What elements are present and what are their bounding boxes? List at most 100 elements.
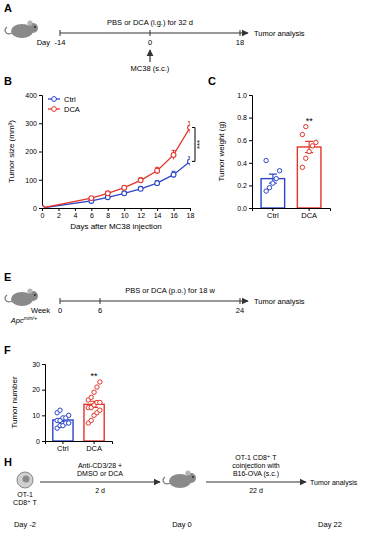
mouse-eye bbox=[34, 26, 36, 28]
y-tick: 0.6 bbox=[237, 137, 252, 144]
timeline-tick bbox=[150, 30, 151, 36]
y-tick-label: 0.6 bbox=[237, 137, 247, 144]
x-tick: 10 bbox=[121, 208, 129, 219]
mouse-tail bbox=[5, 295, 12, 302]
bar bbox=[84, 404, 104, 441]
mouse-tail bbox=[5, 27, 12, 34]
x-tick-label: 0 bbox=[41, 212, 45, 219]
point bbox=[67, 413, 71, 417]
y-tick: 0 bbox=[36, 438, 45, 445]
day-label: Day 22 bbox=[318, 520, 342, 529]
y-tick-label: 0.2 bbox=[237, 182, 247, 189]
x-tick: 14 bbox=[154, 208, 162, 219]
x-tick: 12 bbox=[137, 208, 145, 219]
x-axis-title: Days after MC38 injection bbox=[70, 222, 162, 231]
mouse-ear bbox=[27, 20, 32, 25]
y-tick-mark bbox=[42, 390, 45, 391]
y-axis: 0 10 20 30 bbox=[32, 361, 45, 445]
endpoint-label: Tumor analysis bbox=[310, 479, 358, 487]
point bbox=[98, 400, 102, 404]
x-tick: 0 bbox=[41, 208, 45, 219]
point bbox=[188, 125, 190, 130]
cell-icon bbox=[17, 472, 33, 488]
x-tick-mark bbox=[124, 208, 125, 211]
treatment-label: PBS or DCA (i.g.) for 32 d bbox=[107, 18, 193, 27]
significance-label: ** bbox=[91, 371, 99, 381]
x-tick: 2 bbox=[57, 208, 61, 219]
panel-label: A bbox=[4, 2, 12, 14]
duration-label: 22 d bbox=[249, 487, 263, 494]
y-axis-line bbox=[39, 96, 43, 209]
x-tick: Ctrl bbox=[267, 208, 279, 220]
legend-label: DCA bbox=[64, 105, 80, 114]
x-tick-mark bbox=[190, 208, 191, 211]
x-tick: DCA bbox=[86, 441, 102, 453]
y-tick-mark bbox=[249, 140, 252, 141]
timeline-tick bbox=[60, 298, 61, 304]
bar bbox=[297, 147, 321, 208]
y-tick: 10 bbox=[32, 412, 45, 419]
x-tick-mark bbox=[108, 208, 109, 211]
mouse-label: Apcmin/+ bbox=[10, 315, 38, 325]
x-tick-label: Ctrl bbox=[267, 211, 279, 220]
plot-area bbox=[42, 122, 190, 208]
timeline-label: 6 bbox=[98, 306, 102, 315]
point bbox=[267, 185, 271, 189]
x-tick-label: 12 bbox=[137, 212, 145, 219]
panel-label: C bbox=[208, 75, 216, 87]
mouse-tail bbox=[163, 477, 170, 484]
line bbox=[42, 161, 190, 208]
treatment-label: PBS or DCA (p.o.) for 18 w bbox=[125, 286, 215, 295]
timeline-label: 18 bbox=[236, 38, 244, 47]
timeline bbox=[60, 300, 248, 301]
y-tick-label: 30 bbox=[32, 361, 40, 368]
y-tick: 0.2 bbox=[237, 182, 252, 189]
step-label: OT-1 CD8⁺ T bbox=[235, 454, 277, 461]
timeline bbox=[60, 32, 248, 33]
point bbox=[264, 158, 268, 162]
y-tick-mark bbox=[39, 123, 42, 124]
point bbox=[271, 181, 275, 185]
step-label: DMSO or DCA bbox=[77, 470, 123, 477]
error-bar bbox=[106, 192, 110, 195]
timeline-label: 24 bbox=[236, 306, 244, 315]
step-label: Anti-CD3/28 + bbox=[78, 462, 122, 469]
y-tick-mark bbox=[249, 95, 252, 96]
y-tick-label: 0 bbox=[33, 205, 37, 212]
plot-area bbox=[261, 124, 321, 208]
point bbox=[155, 168, 160, 173]
x-tick-mark bbox=[141, 208, 142, 211]
timeline-label: -14 bbox=[55, 38, 66, 47]
point bbox=[274, 176, 278, 180]
y-tick-mark bbox=[39, 180, 42, 181]
y-tick-label: 100 bbox=[25, 176, 37, 183]
panel-label: F bbox=[4, 344, 11, 356]
x-tick-mark bbox=[91, 208, 92, 211]
x-tick-label: DCA bbox=[301, 211, 317, 220]
y-tick-label: 20 bbox=[32, 386, 40, 393]
injection-arrow bbox=[149, 50, 150, 62]
point bbox=[304, 156, 308, 160]
timeline-tick bbox=[240, 298, 241, 304]
timeline-tick bbox=[60, 30, 61, 36]
step-label: coinjection with bbox=[232, 462, 280, 470]
series bbox=[42, 122, 190, 208]
point bbox=[98, 380, 102, 384]
error-bar bbox=[139, 178, 143, 183]
point bbox=[105, 191, 110, 196]
x-tick-label: 8 bbox=[106, 212, 110, 219]
y-tick-label: 0.8 bbox=[237, 114, 247, 121]
point bbox=[171, 152, 176, 157]
duration-label: 2 d bbox=[95, 487, 105, 494]
endpoint-label: Tumor analysis bbox=[254, 29, 305, 38]
mouse-label-sup: min/+ bbox=[24, 315, 38, 321]
x-tick: DCA bbox=[301, 208, 317, 220]
timeline-label: 0 bbox=[148, 38, 152, 47]
step-arrow bbox=[206, 481, 306, 482]
x-axis: CtrlDCA bbox=[46, 441, 113, 453]
y-tick-mark bbox=[39, 208, 42, 209]
mouse-label-base: Apc bbox=[10, 316, 24, 325]
legend: CtrlDCA bbox=[48, 95, 80, 114]
x-tick: 4 bbox=[73, 208, 77, 219]
x-tick-mark bbox=[58, 208, 59, 211]
